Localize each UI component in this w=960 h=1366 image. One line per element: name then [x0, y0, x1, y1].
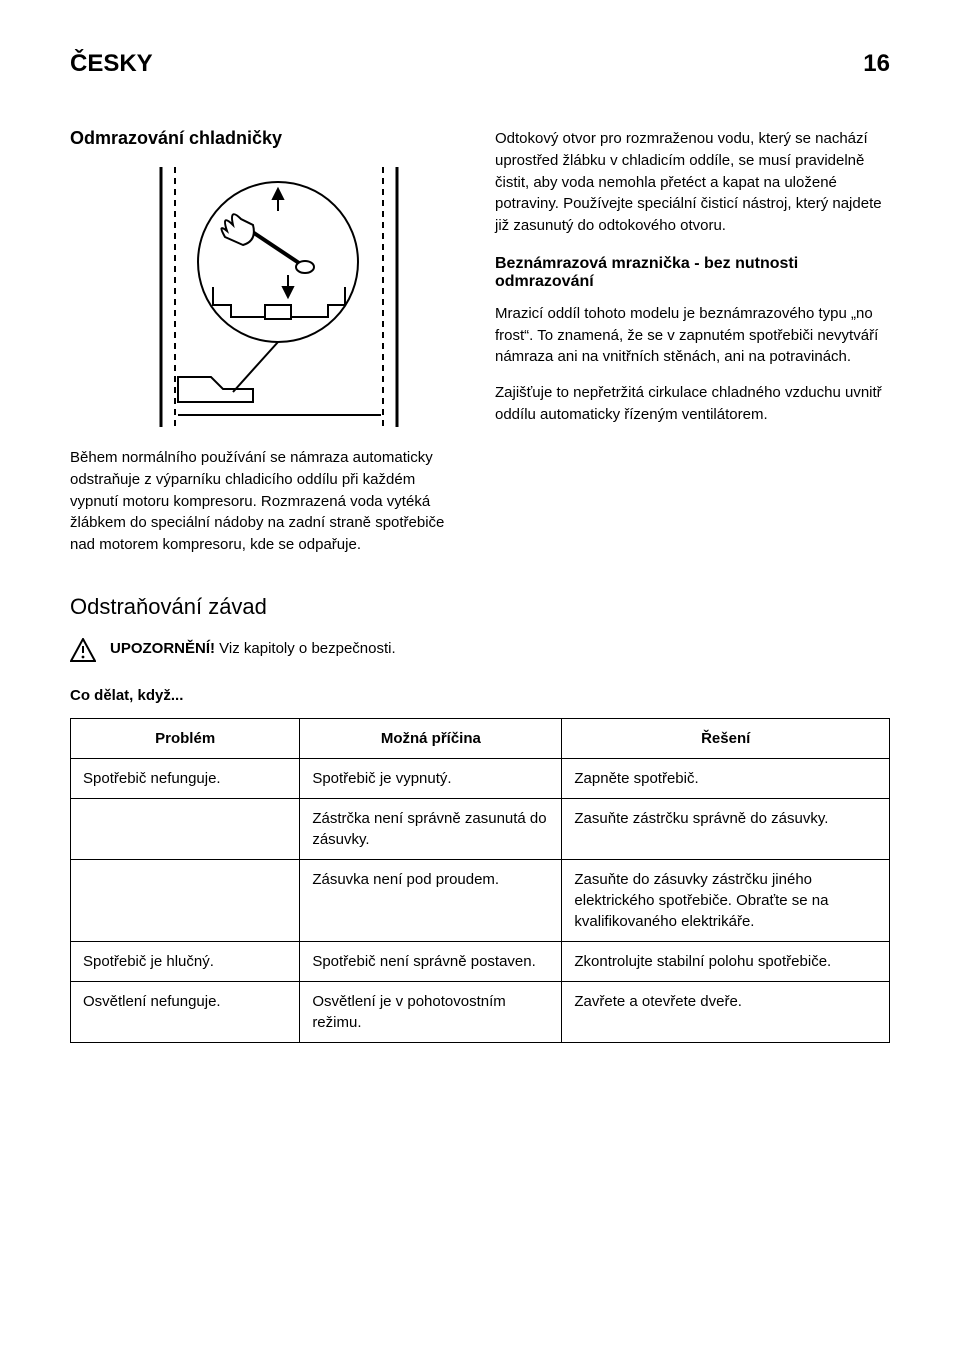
left-column: Odmrazování chladničky — [70, 128, 465, 570]
warning-triangle-icon — [70, 638, 96, 667]
col-header-cause: Možná příčina — [300, 718, 562, 758]
table-row: Spotřebič je hlučný.Spotřebič není správ… — [71, 941, 890, 981]
nofrost-para-1: Mrazicí oddíl tohoto modelu je beznámraz… — [495, 303, 890, 368]
cell-problem: Spotřebič nefunguje. — [71, 758, 300, 798]
cell-solution: Zkontrolujte stabilní polohu spotřebiče. — [562, 941, 890, 981]
warning-rest: Viz kapitoly o bezpečnosti. — [215, 640, 396, 657]
defrost-paragraph: Během normálního používání se námraza au… — [70, 447, 465, 556]
table-row: Osvětlení nefunguje.Osvětlení je v pohot… — [71, 981, 890, 1042]
warning-text: UPOZORNĚNÍ! Viz kapitoly o bezpečnosti. — [110, 638, 396, 660]
page-header: ČESKY 16 — [70, 50, 890, 78]
what-to-do-heading: Co dělat, když... — [70, 687, 890, 704]
cell-solution: Zavřete a otevřete dveře. — [562, 981, 890, 1042]
fridge-drain-illustration — [133, 167, 403, 427]
defrost-section-title: Odmrazování chladničky — [70, 128, 465, 149]
col-header-solution: Řešení — [562, 718, 890, 758]
nofrost-subtitle: Beznámrazová mraznička - bez nutnosti od… — [495, 255, 890, 291]
table-row: Zásuvka není pod proudem.Zasuňte do zásu… — [71, 859, 890, 941]
cell-solution: Zasuňte do zásuvky zástrčku jiného elekt… — [562, 859, 890, 941]
table-row: Spotřebič nefunguje.Spotřebič je vypnutý… — [71, 758, 890, 798]
warning-note: UPOZORNĚNÍ! Viz kapitoly o bezpečnosti. — [70, 638, 890, 667]
two-column-layout: Odmrazování chladničky — [70, 128, 890, 570]
troubleshooting-table: Problém Možná příčina Řešení Spotřebič n… — [70, 718, 890, 1043]
cell-problem — [71, 798, 300, 859]
table-header-row: Problém Možná příčina Řešení — [71, 718, 890, 758]
cell-cause: Spotřebič je vypnutý. — [300, 758, 562, 798]
cell-cause: Zásuvka není pod proudem. — [300, 859, 562, 941]
table-row: Zástrčka není správně zasunutá do zásuvk… — [71, 798, 890, 859]
cell-solution: Zapněte spotřebič. — [562, 758, 890, 798]
nofrost-para-2: Zajišťuje to nepřetržitá cirkulace chlad… — [495, 382, 890, 426]
cell-cause: Zástrčka není správně zasunutá do zásuvk… — [300, 798, 562, 859]
defrost-diagram — [133, 167, 403, 427]
language-label: ČESKY — [70, 50, 153, 78]
warning-bold: UPOZORNĚNÍ! — [110, 640, 215, 657]
col-header-problem: Problém — [71, 718, 300, 758]
right-column: Odtokový otvor pro rozmraženou vodu, kte… — [495, 128, 890, 570]
troubleshooting-heading: Odstraňování závad — [70, 594, 890, 620]
cell-cause: Spotřebič není správně postaven. — [300, 941, 562, 981]
cell-problem — [71, 859, 300, 941]
drain-cleaning-paragraph: Odtokový otvor pro rozmraženou vodu, kte… — [495, 128, 890, 237]
cell-problem: Spotřebič je hlučný. — [71, 941, 300, 981]
cell-cause: Osvětlení je v pohotovostním režimu. — [300, 981, 562, 1042]
cell-solution: Zasuňte zástrčku správně do zásuvky. — [562, 798, 890, 859]
cell-problem: Osvětlení nefunguje. — [71, 981, 300, 1042]
page-number: 16 — [863, 50, 890, 78]
